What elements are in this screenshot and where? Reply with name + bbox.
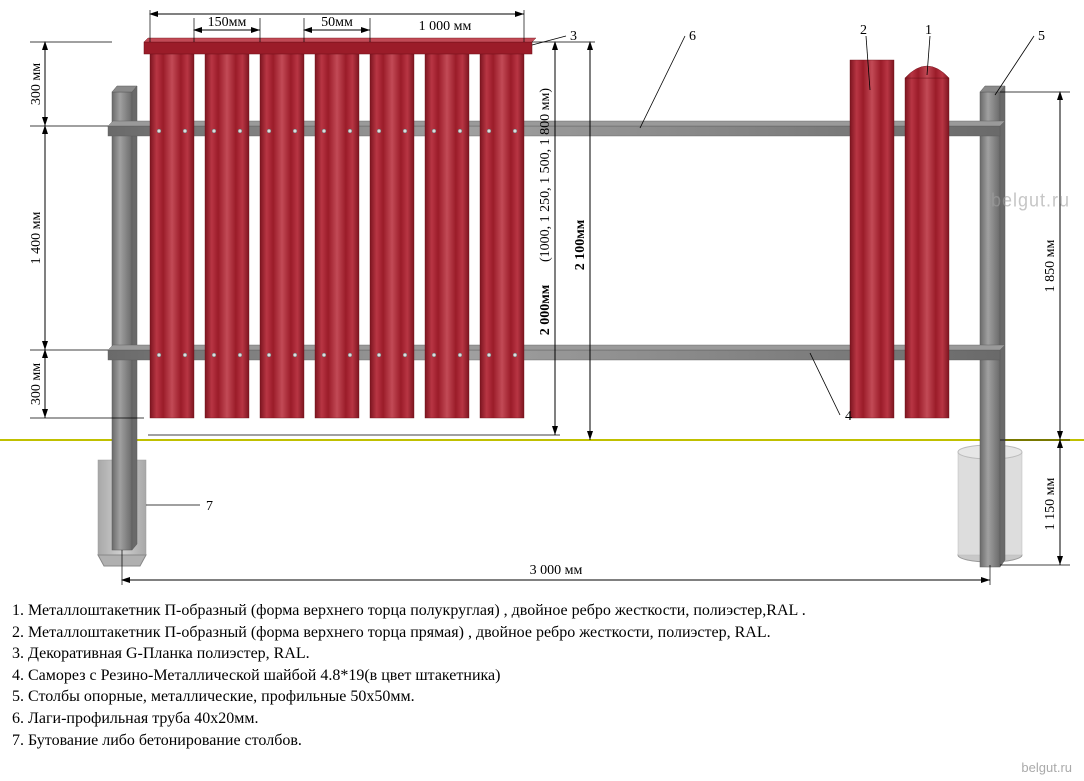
picket <box>260 50 304 418</box>
legend-line-7: 7. Бутование либо бетонирование столбов. <box>12 730 1072 752</box>
dim-label: 2 000мм <box>538 284 553 335</box>
legend-line-4: 4. Саморез с Резино-Металлической шайбой… <box>12 665 1072 687</box>
picket <box>425 50 469 418</box>
watermark: belgut.ru <box>991 189 1070 212</box>
callout-3: 3 <box>570 29 577 44</box>
left-picket-group <box>144 38 536 418</box>
inner-height-dimension: 2 100мм <box>560 42 595 440</box>
dim-label: 1 150 мм <box>1043 478 1058 531</box>
dim-label: 2 100мм <box>573 219 588 270</box>
fence-diagram: 150мм 50мм 1 000 мм 300 мм 1 400 мм 300 … <box>0 0 1084 600</box>
dim-label: 50мм <box>321 15 353 30</box>
dim-label: 300 мм <box>29 363 44 405</box>
legend-line-2: 2. Металлоштакетник П-образный (форма ве… <box>12 622 1072 644</box>
picket <box>150 50 194 418</box>
dim-label: 1 850 мм <box>1043 240 1058 293</box>
picket <box>370 50 414 418</box>
dim-note: (1000, 1 250, 1 500, 1 800 мм) <box>538 88 553 262</box>
dim-label: 3 000 мм <box>530 563 583 578</box>
picket <box>480 50 524 418</box>
bottom-dimension: 3 000 мм <box>122 550 990 585</box>
left-post <box>98 86 146 566</box>
picket <box>315 50 359 418</box>
legend-line-3: 3. Декоративная G-Планка полиэстер, RAL. <box>12 643 1072 665</box>
callout-1: 1 <box>925 23 932 38</box>
dim-label: 1 400 мм <box>29 212 44 265</box>
top-dimensions: 150мм 50мм 1 000 мм <box>150 10 524 42</box>
picket-round <box>905 66 949 418</box>
picket <box>205 50 249 418</box>
dim-label: 150мм <box>208 15 247 30</box>
diagram-svg: 150мм 50мм 1 000 мм 300 мм 1 400 мм 300 … <box>0 0 1084 600</box>
callout-4: 4 <box>845 409 852 424</box>
dim-label: 300 мм <box>29 63 44 105</box>
legend-line-6: 6. Лаги-профильная труба 40х20мм. <box>12 708 1072 730</box>
right-picket-pair <box>850 60 949 418</box>
callout-5: 5 <box>1038 29 1045 44</box>
dim-label: 1 000 мм <box>419 19 472 34</box>
callout-2: 2 <box>860 23 867 38</box>
picket-flat <box>850 60 894 418</box>
right-post <box>958 86 1022 567</box>
callout-6: 6 <box>689 29 696 44</box>
credit: belgut.ru <box>1021 760 1072 775</box>
legend-line-5: 5. Столбы опорные, металлические, профил… <box>12 686 1072 708</box>
callout-7: 7 <box>206 499 213 514</box>
legend-line-1: 1. Металлоштакетник П-образный (форма ве… <box>12 600 1072 622</box>
cap-strip <box>144 42 532 54</box>
legend: 1. Металлоштакетник П-образный (форма ве… <box>12 600 1072 751</box>
